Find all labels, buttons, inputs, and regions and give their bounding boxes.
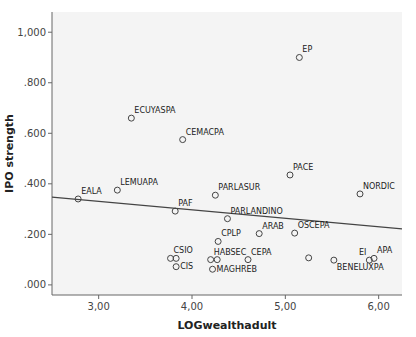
y-tick [48,234,52,235]
point-label: MAGHREB [217,265,258,274]
point [296,54,302,60]
trend-line [52,197,402,229]
y-tick [48,284,52,285]
point-label: EALA [81,187,102,196]
point [210,266,216,272]
point-label: ARAB [262,222,284,231]
point-label: PAF [178,199,193,208]
point-label: EI [359,248,366,257]
point [173,255,179,261]
point [114,187,120,193]
plot-area [52,12,402,295]
x-tick-label: 3,00 [88,301,110,312]
y-tick-label: 1,000 [17,27,46,38]
x-tick-label: 4,00 [181,301,203,312]
point-label: ECUYASPA [134,106,176,115]
point [128,115,134,121]
marks [52,54,402,272]
y-tick [48,183,52,184]
y-tick-label: .600 [24,128,46,139]
point-label: NORDIC [363,182,395,191]
y-axis-label: IPO strength [3,114,16,193]
point-label: EP [302,45,312,54]
x-tick-label: 5,00 [274,301,296,312]
y-tick [48,32,52,33]
point-label: CSIO [174,246,193,255]
point [245,257,251,263]
point-label: PACE [293,163,313,172]
x-tick-label: 6,00 [368,301,390,312]
point [287,172,293,178]
point [172,208,178,214]
point-label: CEPA [251,248,272,257]
point [75,196,81,202]
point [357,191,363,197]
point [306,255,312,261]
point [180,137,186,143]
y-tick [48,82,52,83]
point [208,257,214,263]
point-label: PARLANDINO [230,207,282,216]
point-label: APA [377,246,393,255]
point-label: CPLP [221,229,241,238]
point-label: LEMUAPA [120,178,158,187]
point [212,192,218,198]
x-tick [98,295,99,299]
y-tick-label: .800 [24,77,46,88]
point-label: BENELUXPA [337,263,384,272]
point [173,264,179,270]
x-tick [192,295,193,299]
chart: 3,00 4,00 5,00 6,00 .000 .200 .400 .600 .800 1,00… [0,0,416,337]
point [224,216,230,222]
point-label: OSCEPA [298,221,330,230]
y-tick-label: .000 [24,279,46,290]
point-label: CIS [180,262,193,271]
point [214,257,220,263]
point-label: PARLASUR [218,183,260,192]
y-axis-line [52,12,53,295]
y-tick-label: .200 [24,229,46,240]
point [256,231,262,237]
y-tick-label: .400 [24,178,46,189]
y-tick [48,133,52,134]
point-label: CEMACPA [186,128,225,137]
x-tick [378,295,379,299]
point-labels: EP ECUYASPA CEMACPA PACE LEMUAPA PARLASUR NORD… [81,45,395,273]
x-axis-label: LOGwealthadult [177,319,276,332]
point [215,238,221,244]
point [292,230,298,236]
x-axis-line [52,295,402,296]
x-tick [285,295,286,299]
point-label: HABSEC [214,248,247,257]
